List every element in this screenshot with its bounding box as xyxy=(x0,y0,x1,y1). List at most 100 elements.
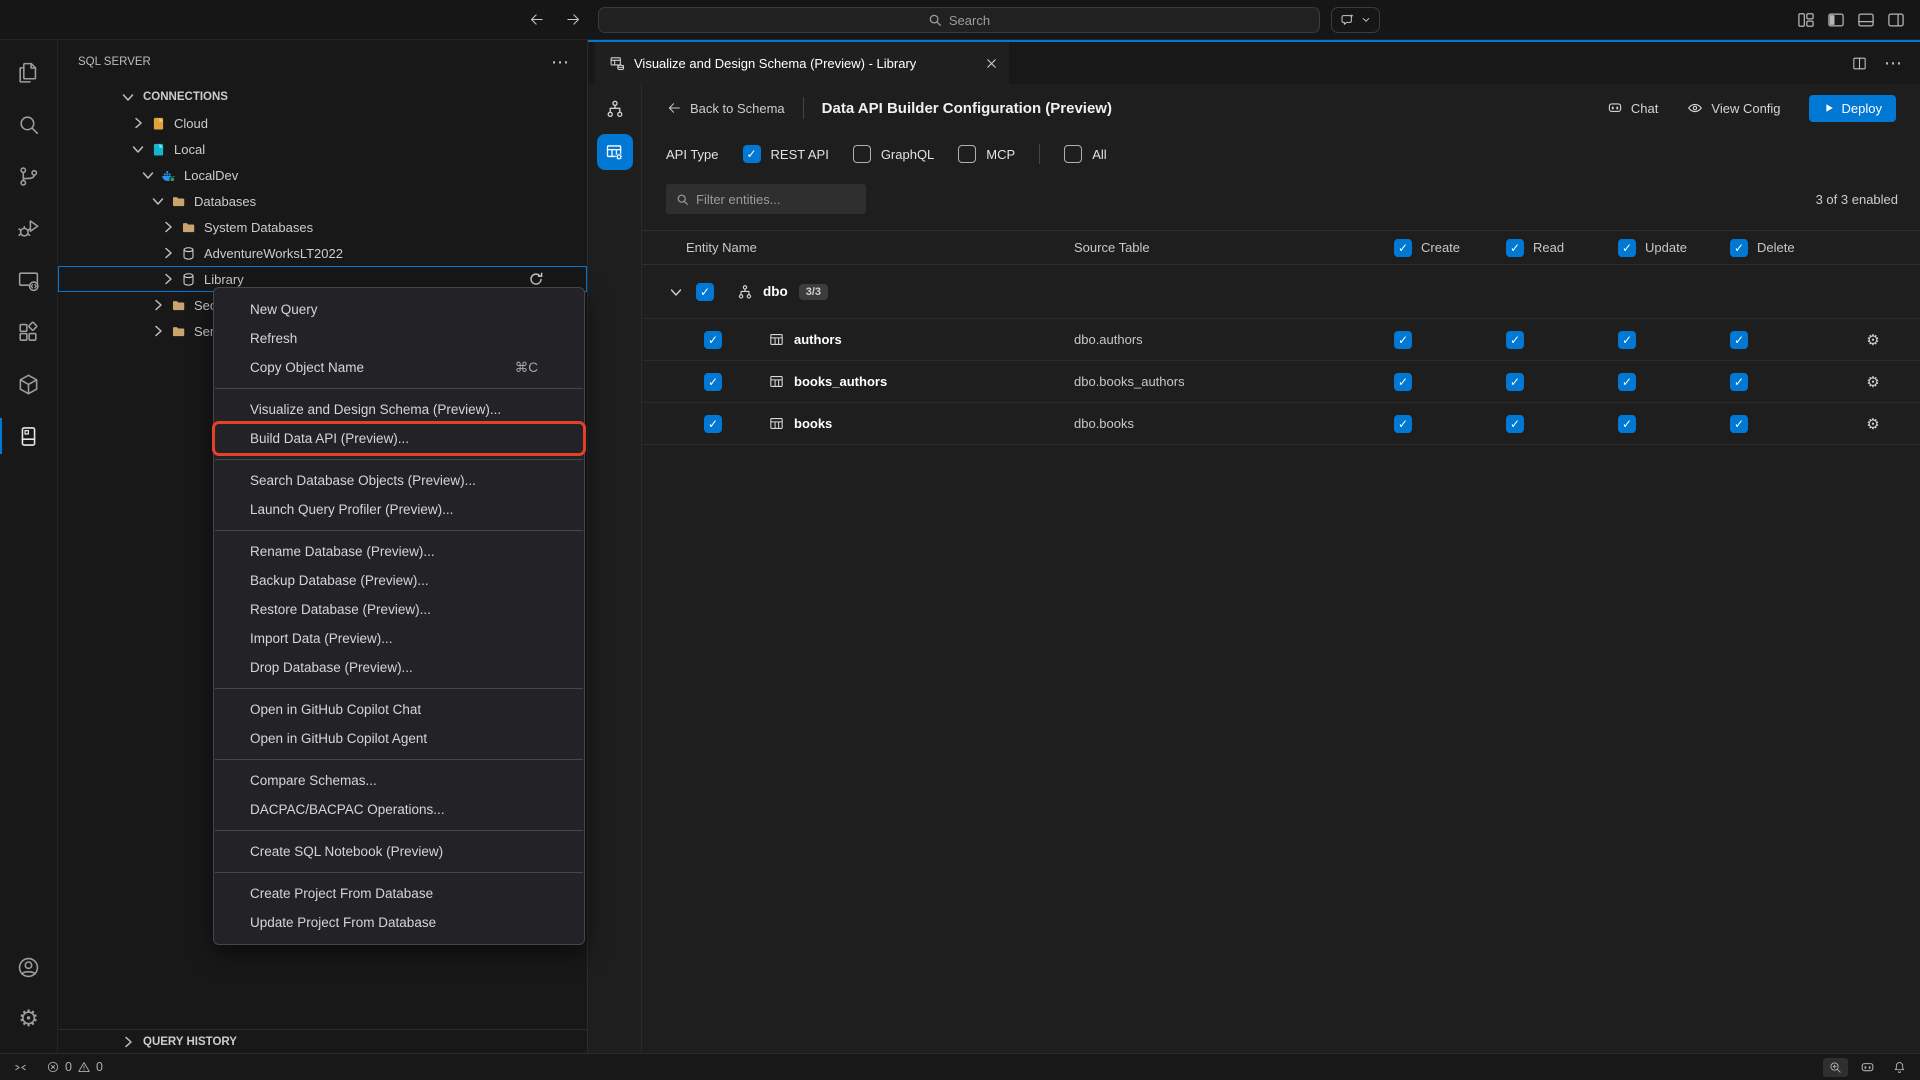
menu-item-visualize-and-design-schema-preview[interactable]: Visualize and Design Schema (Preview)... xyxy=(214,395,584,424)
connections-section-header[interactable]: CONNECTIONS xyxy=(58,84,587,110)
checkbox[interactable]: ✓ xyxy=(1618,414,1636,433)
tree-item-local[interactable]: Local xyxy=(58,136,587,162)
menu-item-new-query[interactable]: New Query xyxy=(214,295,584,324)
manage-gear-icon[interactable]: ⚙ xyxy=(18,1005,39,1032)
checkbox[interactable]: ✓ xyxy=(704,330,722,349)
settings-gear-icon[interactable]: ⚙ xyxy=(1866,372,1880,391)
tree-item-databases[interactable]: Databases xyxy=(58,188,587,214)
checkbox[interactable]: ✓ xyxy=(704,372,722,391)
schema-diagram-icon[interactable] xyxy=(604,98,626,120)
deploy-button[interactable]: Deploy xyxy=(1808,94,1896,122)
menu-item-build-data-api-preview[interactable]: Build Data API (Preview)... xyxy=(212,421,586,456)
search-icon[interactable] xyxy=(0,98,58,150)
checkbox[interactable]: ✓ xyxy=(1394,330,1412,349)
menu-item-refresh[interactable]: Refresh xyxy=(214,324,584,353)
select-all-update-checkbox[interactable]: ✓ xyxy=(1618,238,1636,257)
chevron-right-icon xyxy=(120,1034,136,1050)
checkbox[interactable]: ✓ xyxy=(1506,414,1524,433)
tree-item-adventureworkslt2022[interactable]: AdventureWorksLT2022 xyxy=(58,240,587,266)
checkbox[interactable]: ✓ xyxy=(1394,414,1412,433)
toggle-secondary-sidebar-icon[interactable] xyxy=(1886,10,1906,30)
checkbox[interactable]: ✓ xyxy=(1506,330,1524,349)
nav-back-icon[interactable] xyxy=(528,11,545,28)
customize-layout-icon[interactable] xyxy=(1796,10,1816,30)
remote-explorer-icon[interactable] xyxy=(0,254,58,306)
select-all-create-checkbox[interactable]: ✓ xyxy=(1394,238,1412,257)
back-to-schema-button[interactable]: Back to Schema xyxy=(666,100,785,116)
checkbox[interactable] xyxy=(1064,145,1083,163)
menu-item-create-sql-notebook-preview[interactable]: Create SQL Notebook (Preview) xyxy=(214,837,584,866)
chevron-down-icon[interactable] xyxy=(668,284,684,300)
tree-item-localdev[interactable]: LocalDev xyxy=(58,162,587,188)
tree-item-system-databases[interactable]: System Databases xyxy=(58,214,587,240)
menu-item-restore-database-preview[interactable]: Restore Database (Preview)... xyxy=(214,595,584,624)
menu-item-copy-object-name[interactable]: Copy Object Name ⌘C xyxy=(214,353,584,382)
api-option-graphql[interactable]: GraphQL xyxy=(852,145,934,163)
settings-gear-icon[interactable]: ⚙ xyxy=(1866,414,1880,433)
checkbox[interactable]: ✓ xyxy=(1618,330,1636,349)
select-all-read-checkbox[interactable]: ✓ xyxy=(1506,238,1524,257)
toggle-primary-sidebar-icon[interactable] xyxy=(1826,10,1846,30)
source-control-icon[interactable] xyxy=(0,150,58,202)
accounts-icon[interactable] xyxy=(0,941,58,993)
extensions-icon[interactable] xyxy=(0,306,58,358)
checkbox[interactable]: ✓ xyxy=(1730,414,1748,433)
nav-forward-icon[interactable] xyxy=(565,11,582,28)
menu-item-compare-schemas[interactable]: Compare Schemas... xyxy=(214,766,584,795)
api-option-rest-api[interactable]: ✓ REST API xyxy=(742,145,829,163)
remote-indicator-icon[interactable] xyxy=(0,1060,40,1075)
menu-item-backup-database-preview[interactable]: Backup Database (Preview)... xyxy=(214,566,584,595)
data-api-builder-icon[interactable] xyxy=(596,134,633,170)
menu-item-create-project-from-database[interactable]: Create Project From Database xyxy=(214,879,584,908)
refresh-icon[interactable] xyxy=(528,271,544,287)
menu-item-open-in-github-copilot-agent[interactable]: Open in GitHub Copilot Agent xyxy=(214,724,584,753)
checkbox[interactable]: ✓ xyxy=(1394,372,1412,391)
menu-item-import-data-preview[interactable]: Import Data (Preview)... xyxy=(214,624,584,653)
view-config-button[interactable]: View Config xyxy=(1686,99,1781,117)
menu-item-search-database-objects-preview[interactable]: Search Database Objects (Preview)... xyxy=(214,466,584,495)
close-icon[interactable] xyxy=(984,56,999,71)
menu-item-update-project-from-database[interactable]: Update Project From Database xyxy=(214,908,584,937)
menu-item-launch-query-profiler-preview[interactable]: Launch Query Profiler (Preview)... xyxy=(214,495,584,524)
explorer-icon[interactable] xyxy=(0,46,58,98)
more-actions-icon[interactable]: ⋯ xyxy=(1884,53,1902,73)
query-history-section-header[interactable]: QUERY HISTORY xyxy=(58,1029,587,1053)
api-option-all[interactable]: All xyxy=(1064,145,1107,163)
tree-item-label: System Databases xyxy=(204,219,314,235)
copilot-status-icon[interactable] xyxy=(1854,1057,1881,1078)
settings-gear-icon[interactable]: ⚙ xyxy=(1866,330,1880,349)
notifications-bell-icon[interactable] xyxy=(1887,1058,1912,1077)
copilot-menu-button[interactable] xyxy=(1331,7,1380,33)
checkbox[interactable]: ✓ xyxy=(742,145,761,163)
command-center-search[interactable]: Search xyxy=(598,7,1320,33)
zoom-status-icon[interactable] xyxy=(1823,1057,1848,1077)
checkbox[interactable] xyxy=(852,145,871,163)
split-editor-icon[interactable] xyxy=(1851,55,1868,72)
schema-group-row-dbo[interactable]: ✓ dbo 3/3 xyxy=(642,265,1920,319)
containers-icon[interactable] xyxy=(0,358,58,410)
toggle-panel-icon[interactable] xyxy=(1856,10,1876,30)
sql-server-view-icon[interactable] xyxy=(0,410,58,462)
checkbox[interactable]: ✓ xyxy=(1506,372,1524,391)
tree-item-library[interactable]: Library xyxy=(58,266,587,292)
table-icon xyxy=(768,415,785,432)
schema-checkbox[interactable]: ✓ xyxy=(696,282,714,301)
select-all-delete-checkbox[interactable]: ✓ xyxy=(1730,238,1748,257)
checkbox[interactable]: ✓ xyxy=(1618,372,1636,391)
tree-item-cloud[interactable]: Cloud xyxy=(58,110,587,136)
checkbox[interactable] xyxy=(958,145,977,163)
checkbox[interactable]: ✓ xyxy=(1730,372,1748,391)
menu-item-drop-database-preview[interactable]: Drop Database (Preview)... xyxy=(214,653,584,682)
menu-item-open-in-github-copilot-chat[interactable]: Open in GitHub Copilot Chat xyxy=(214,695,584,724)
checkbox[interactable]: ✓ xyxy=(704,414,722,433)
menu-item-dacpac-bacpac-operations[interactable]: DACPAC/BACPAC Operations... xyxy=(214,795,584,824)
chat-button[interactable]: Chat xyxy=(1606,99,1658,117)
checkbox[interactable]: ✓ xyxy=(1730,330,1748,349)
api-option-mcp[interactable]: MCP xyxy=(958,145,1015,163)
run-and-debug-icon[interactable] xyxy=(0,202,58,254)
menu-item-rename-database-preview[interactable]: Rename Database (Preview)... xyxy=(214,537,584,566)
filter-entities-input[interactable]: Filter entities... xyxy=(666,184,866,214)
more-actions-icon[interactable]: ⋯ xyxy=(551,52,569,72)
tab-visualize-design-schema[interactable]: Visualize and Design Schema (Preview) - … xyxy=(595,42,1009,84)
problems-status[interactable]: 0 0 xyxy=(40,1060,109,1074)
